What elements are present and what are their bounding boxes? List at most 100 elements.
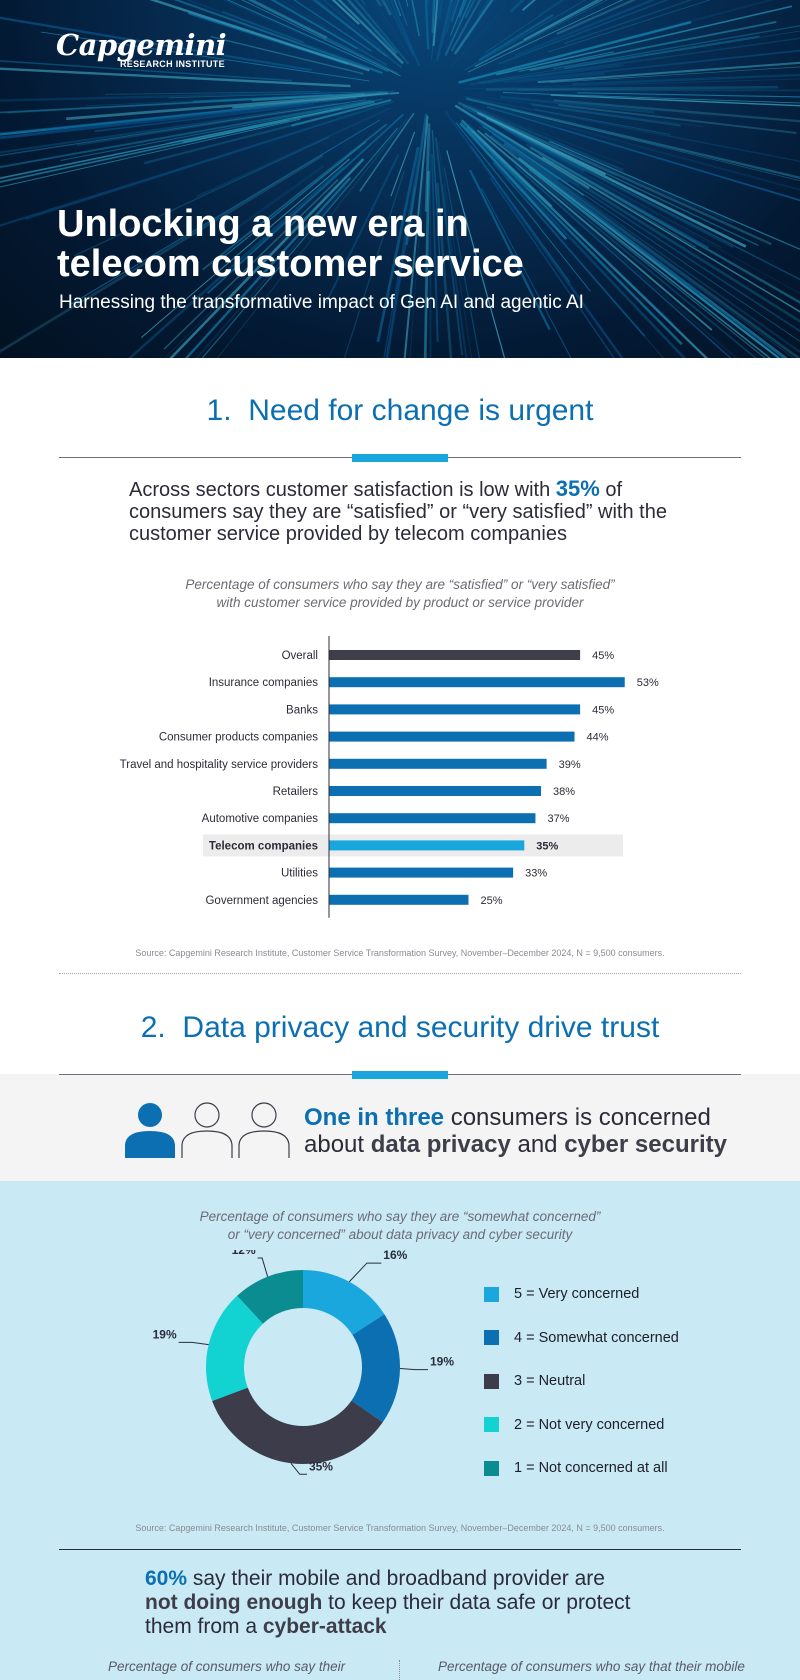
page-title: Unlocking a new era in telecom customer …: [57, 204, 707, 284]
hero-light-ray: [411, 0, 421, 37]
hero-light-ray: [105, 90, 320, 95]
legend-swatch: [484, 1373, 499, 1389]
hero-overlay: [0, 0, 800, 358]
lead-text-pre: Across sectors customer satisfaction is …: [129, 479, 556, 501]
stat-percent: 60%: [145, 1567, 188, 1590]
logo-brand: Capgemini: [56, 28, 227, 62]
cyber-security-text: cyber security: [564, 1131, 727, 1158]
bar-value-label: 39%: [559, 759, 581, 771]
hero-light-ray: [558, 104, 797, 134]
hero-light-ray: [538, 153, 697, 248]
hero-light-ray: [293, 0, 372, 52]
hero-light-ray: [479, 122, 570, 184]
hero-light-ray: [435, 0, 441, 33]
data-privacy-text: data privacy: [370, 1131, 511, 1158]
donut-slice: [212, 1387, 383, 1464]
hero-light-ray: [434, 137, 464, 356]
donut-leader-line: [348, 1262, 382, 1283]
title-line-2: telecom customer service: [57, 243, 524, 285]
bar-category-label: Automotive companies: [202, 813, 319, 825]
hero-light-ray: [435, 0, 453, 61]
hero-light-ray: [495, 136, 800, 354]
hero-light-ray: [492, 161, 646, 337]
hero-light-ray: [533, 108, 671, 135]
hero-light-ray: [186, 0, 380, 72]
bar: [329, 867, 514, 878]
hero-light-ray: [577, 92, 800, 98]
hero-light-ray: [550, 94, 800, 107]
donut-value-label: 19%: [153, 1327, 177, 1341]
stat-divider: [59, 1549, 741, 1550]
hero-light-ray: [469, 169, 551, 331]
hero-light-ray: [481, 187, 572, 358]
hero-light-ray: [0, 99, 372, 169]
bar: [329, 813, 536, 824]
donut-slice: [303, 1270, 385, 1335]
hero-light-ray: [514, 72, 605, 84]
bar-category-label: Banks: [286, 704, 318, 716]
hero-light-ray: [477, 30, 800, 83]
hero-light-ray: [469, 37, 800, 86]
hero-light-ray: [202, 123, 388, 271]
hero-light-ray: [525, 165, 771, 358]
bar: [329, 894, 469, 905]
section-2-source: Source: Capgemini Research Institute, Cu…: [135, 1523, 665, 1533]
donut-value-label: 16%: [383, 1250, 407, 1262]
hero-light-ray: [444, 110, 624, 358]
hero-light-ray: [169, 158, 365, 358]
column-divider: [399, 1660, 400, 1680]
donut-value-label: 19%: [430, 1355, 454, 1369]
hero-light-ray: [373, 0, 409, 55]
stat-line-2: to keep their data safe or protect: [322, 1591, 631, 1614]
bar-value-label: 37%: [547, 813, 569, 825]
hero-light-ray: [0, 102, 338, 154]
hero-light-ray: [359, 112, 415, 192]
hero-light-ray: [383, 156, 420, 358]
hero-light-ray: [476, 129, 713, 331]
about-text: about: [304, 1131, 371, 1158]
hero-light-ray: [446, 150, 506, 358]
hero-light-ray: [489, 152, 686, 358]
hero-light-ray: [457, 101, 772, 246]
bar-category-label: Utilities: [281, 868, 318, 880]
hero-light-ray: [463, 95, 800, 163]
section-2-number: 2.: [140, 1011, 166, 1044]
hero-light-ray: [323, 0, 380, 48]
section-2-heading: Data privacy and security drive trust: [182, 1011, 660, 1044]
section-1-source: Source: Capgemini Research Institute, Cu…: [135, 948, 665, 958]
concern-donut-chart: 16% 19% 35% 19% 12%: [153, 1250, 454, 1475]
legend-swatch: [484, 1417, 499, 1432]
hero-light-ray: [74, 136, 329, 257]
hero-light-ray: [385, 186, 416, 358]
bar-value-label: 33%: [525, 868, 547, 880]
hero-light-ray: [484, 0, 564, 54]
hero-light-ray: [368, 0, 401, 46]
legend-item: 2 = Not very concerned: [484, 1415, 679, 1435]
hero-light-ray: [496, 5, 793, 76]
hero-light-ray: [531, 103, 681, 127]
legend-label: 1 = Not concerned at all: [514, 1460, 668, 1476]
hero-light-ray: [513, 134, 721, 248]
hero-light-ray: [381, 0, 392, 16]
bar-value-label: 45%: [592, 704, 614, 716]
hero-light-ray: [69, 119, 381, 306]
bar-category-label: Retailers: [273, 786, 319, 798]
legend-label: 2 = Not very concerned: [514, 1416, 665, 1433]
hero-light-ray: [221, 0, 337, 50]
hero-light-ray: [500, 95, 655, 114]
hero-light-ray: [241, 0, 401, 77]
hero-light-ray: [0, 91, 331, 102]
stat-line-1: say their mobile and broadband provider …: [187, 1567, 605, 1590]
hero-light-ray: [511, 109, 800, 182]
hero-light-ray: [221, 10, 305, 44]
bar-value-label: 35%: [536, 840, 558, 852]
hero-light-ray: [464, 119, 738, 358]
hero-light-ray: [143, 109, 352, 165]
hero-light-ray: [463, 104, 617, 176]
hero-light-ray: [195, 186, 347, 358]
stat-line-3: them from a: [145, 1615, 263, 1638]
bar-value-label: 25%: [481, 895, 503, 907]
hero-light-ray: [24, 111, 361, 221]
person-outline-icon: [181, 1102, 233, 1158]
hero-light-ray: [0, 91, 383, 114]
